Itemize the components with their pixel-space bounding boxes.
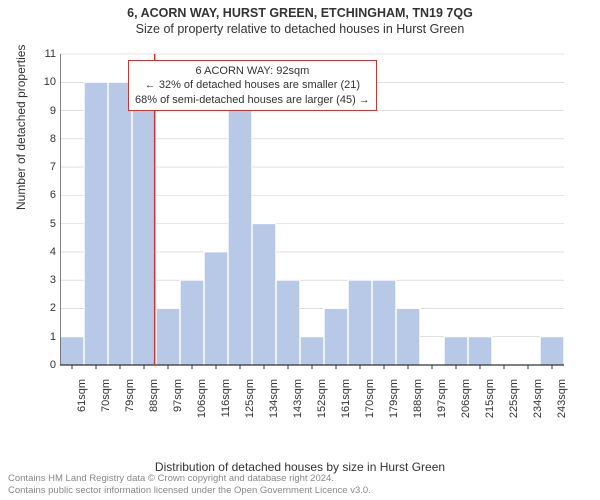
y-tick-label: 7	[32, 161, 56, 173]
x-tick-label: 215sqm	[484, 379, 496, 429]
x-tick-label: 170sqm	[364, 379, 376, 429]
y-tick-label: 0	[32, 359, 56, 371]
x-tick-label: 243sqm	[556, 379, 568, 429]
y-tick-label: 6	[32, 189, 56, 201]
annotation-line3: 68% of semi-detached houses are larger (…	[135, 93, 370, 107]
x-tick-label: 225sqm	[508, 379, 520, 429]
x-tick-label: 179sqm	[388, 379, 400, 429]
x-tick-label: 234sqm	[532, 379, 544, 429]
x-tick-label: 70sqm	[100, 379, 112, 429]
x-tick-label: 88sqm	[148, 379, 160, 429]
chart-titles: 6, ACORN WAY, HURST GREEN, ETCHINGHAM, T…	[0, 0, 600, 36]
annotation-line2: ← 32% of detached houses are smaller (21…	[135, 78, 370, 92]
y-tick-label: 3	[32, 274, 56, 286]
y-tick-label: 2	[32, 302, 56, 314]
x-tick-label: 97sqm	[172, 379, 184, 429]
x-tick-label: 106sqm	[196, 379, 208, 429]
x-tick-label: 152sqm	[316, 379, 328, 429]
x-tick-label: 79sqm	[124, 379, 136, 429]
x-axis-label: Distribution of detached houses by size …	[0, 460, 600, 474]
y-tick-label: 5	[32, 218, 56, 230]
footer-credits: Contains HM Land Registry data © Crown c…	[8, 473, 371, 496]
marker-annotation: 6 ACORN WAY: 92sqm ← 32% of detached hou…	[128, 60, 377, 111]
y-tick-label: 4	[32, 246, 56, 258]
y-tick-label: 9	[32, 105, 56, 117]
x-tick-label: 125sqm	[244, 379, 256, 429]
x-tick-label: 143sqm	[292, 379, 304, 429]
chart-area: 6 ACORN WAY: 92sqm ← 32% of detached hou…	[60, 50, 570, 420]
y-axis-label: Number of detached properties	[14, 45, 28, 210]
x-tick-label: 188sqm	[412, 379, 424, 429]
x-tick-label: 161sqm	[340, 379, 352, 429]
footer-line2: Contains public sector information licen…	[8, 485, 371, 496]
x-tick-label: 197sqm	[436, 379, 448, 429]
x-tick-label: 116sqm	[220, 379, 232, 429]
x-tick-label: 206sqm	[460, 379, 472, 429]
x-tick-label: 134sqm	[268, 379, 280, 429]
title-line-2: Size of property relative to detached ho…	[0, 22, 600, 36]
title-line-1: 6, ACORN WAY, HURST GREEN, ETCHINGHAM, T…	[0, 6, 600, 20]
y-tick-label: 11	[32, 48, 56, 60]
y-tick-label: 10	[32, 76, 56, 88]
y-tick-label: 1	[32, 331, 56, 343]
x-tick-label: 61sqm	[76, 379, 88, 429]
footer-line1: Contains HM Land Registry data © Crown c…	[8, 473, 371, 484]
annotation-line1: 6 ACORN WAY: 92sqm	[135, 64, 370, 78]
y-tick-label: 8	[32, 133, 56, 145]
